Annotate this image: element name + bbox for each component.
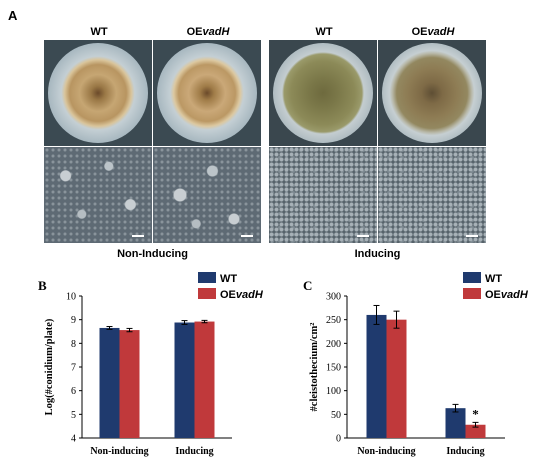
x-tick-label: Non-inducing xyxy=(357,446,415,457)
legend-label: WT xyxy=(485,273,502,285)
y-tick-label: 300 xyxy=(326,292,341,303)
y-tick-label: 200 xyxy=(326,339,341,350)
y-tick-label: 0 xyxy=(336,434,341,445)
x-tick-label: Inducing xyxy=(446,446,484,457)
bar xyxy=(174,322,195,438)
y-tick-label: 250 xyxy=(326,315,341,326)
bar xyxy=(465,424,486,438)
scale-bar xyxy=(241,235,253,237)
plate-photo-wt-noninducing xyxy=(44,40,152,146)
bar xyxy=(366,314,387,438)
panel-c-letter: C xyxy=(303,278,312,293)
plate-photo-wt-inducing xyxy=(269,40,377,146)
y-tick-label: 9 xyxy=(71,315,76,326)
scale-bar xyxy=(466,235,478,237)
legend-label: WT xyxy=(220,273,237,285)
x-tick-label: Non-inducing xyxy=(90,446,148,457)
legend-swatch xyxy=(463,272,481,283)
y-tick-label: 4 xyxy=(71,434,76,445)
y-tick-label: 10 xyxy=(66,292,76,303)
legend-swatch xyxy=(198,288,216,299)
panel-a-letter: A xyxy=(8,8,18,23)
bar xyxy=(445,408,466,438)
micro-photo-oe-inducing xyxy=(378,147,486,243)
y-tick-label: 7 xyxy=(71,363,76,374)
strain-label-oe-inducing: OEvadH xyxy=(411,26,455,38)
strain-label-wt-noninducing: WT xyxy=(90,26,108,38)
bar xyxy=(194,321,215,438)
micro-photo-wt-inducing xyxy=(269,147,377,243)
y-tick-label: 8 xyxy=(71,339,76,350)
bar xyxy=(99,327,120,438)
condition-label-noninducing: Non-Inducing xyxy=(117,248,188,260)
strain-label-oe-noninducing: OEvadH xyxy=(186,26,230,38)
bar xyxy=(119,330,140,438)
plate-photo-oe-inducing xyxy=(378,40,486,146)
y-tick-label: 6 xyxy=(71,386,76,397)
scale-bar xyxy=(357,235,369,237)
legend-label: OEvadH xyxy=(485,289,529,301)
y-tick-label: 100 xyxy=(326,386,341,397)
chart-c: C 0 50 100 150 200 250 300 #cleistothecium/cm² N… xyxy=(303,272,529,457)
y-tick-label: 5 xyxy=(71,410,76,421)
scale-bar xyxy=(132,235,144,237)
panel-b-letter: B xyxy=(38,278,47,293)
legend-swatch xyxy=(463,288,481,299)
plate-photo-oe-noninducing xyxy=(153,40,261,146)
micro-photo-wt-noninducing xyxy=(44,147,152,243)
x-tick-label: Inducing xyxy=(175,446,213,457)
strain-label-wt-inducing: WT xyxy=(315,26,333,38)
condition-label-inducing: Inducing xyxy=(354,248,401,260)
y-tick-label: 50 xyxy=(331,410,341,421)
y-axis-label: Log(#conidium/plate) xyxy=(44,318,55,415)
significance-marker: * xyxy=(472,406,479,421)
legend-label: OEvadH xyxy=(220,289,264,301)
micro-photo-oe-noninducing xyxy=(153,147,261,243)
chart-b: B 4 5 6 7 8 9 10 Log(#conidium/plate) Non-induci… xyxy=(38,272,264,457)
bar xyxy=(386,319,407,438)
legend-swatch xyxy=(198,272,216,283)
y-tick-label: 150 xyxy=(326,363,341,374)
y-axis-label: #cleistothecium/cm² xyxy=(309,323,320,412)
